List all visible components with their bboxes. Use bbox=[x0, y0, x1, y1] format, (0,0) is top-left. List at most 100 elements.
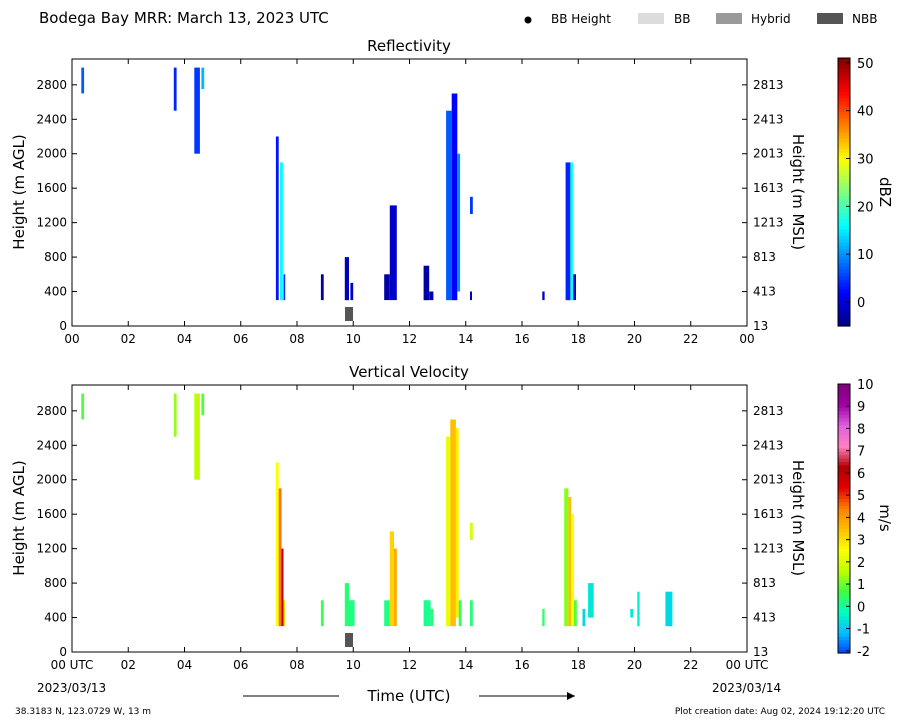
colorbar-segment bbox=[838, 181, 850, 186]
y-tick-label-right: 2413 bbox=[753, 112, 784, 126]
colorbar-segment bbox=[838, 292, 850, 297]
colorbar-segment bbox=[838, 461, 850, 466]
colorbar-segment bbox=[838, 599, 850, 604]
colorbar-segment bbox=[838, 545, 850, 550]
vertical-velocity-colorbar-label: m/s bbox=[876, 504, 894, 532]
colorbar-segment bbox=[838, 494, 850, 499]
colorbar-tick-label: 9 bbox=[857, 400, 865, 415]
colorbar-segment bbox=[838, 131, 850, 136]
colorbar-segment bbox=[838, 309, 850, 314]
plot-frame bbox=[71, 384, 748, 653]
colorbar-segment bbox=[838, 528, 850, 533]
colorbar-segment bbox=[838, 478, 850, 483]
colorbar-tick-label: 3 bbox=[857, 534, 865, 549]
colorbar-segment bbox=[838, 225, 850, 230]
x-tick-label: 20 bbox=[627, 332, 642, 346]
colorbar-segment bbox=[838, 424, 850, 429]
colorbar-segment bbox=[838, 272, 850, 277]
data-band bbox=[429, 291, 434, 301]
colorbar-segment bbox=[838, 299, 850, 304]
nbb-marker bbox=[345, 633, 353, 647]
colorbar-segment bbox=[838, 592, 850, 597]
colorbar-segment bbox=[838, 414, 850, 419]
colorbar-segment bbox=[838, 205, 850, 210]
data-band bbox=[542, 291, 545, 301]
reflectivity-ylabel: Height (m AGL) bbox=[10, 134, 28, 249]
colorbar-segment bbox=[838, 84, 850, 89]
vertical-velocity-panel: Vertical Velocity 00 UTC 02 04 06 08 10 12 14 16… bbox=[10, 363, 894, 672]
data-band bbox=[283, 274, 286, 301]
y-tick-label-right: 413 bbox=[753, 611, 776, 625]
colorbar-frame bbox=[837, 383, 851, 654]
data-band bbox=[430, 608, 434, 627]
x-tick-label: 06 bbox=[233, 332, 248, 346]
colorbar-segment bbox=[838, 198, 850, 203]
y-tick-label-right: 13 bbox=[753, 319, 768, 333]
data-band bbox=[394, 548, 397, 627]
colorbar-segment bbox=[838, 192, 850, 196]
xaxis-label: Time (UTC) bbox=[367, 687, 451, 705]
data-band bbox=[344, 583, 349, 627]
colorbar-segment bbox=[838, 269, 850, 273]
x-tick-label: 04 bbox=[177, 658, 192, 672]
colorbar-segment bbox=[838, 175, 850, 180]
data-band bbox=[470, 291, 472, 301]
data-band bbox=[389, 531, 394, 627]
colorbar-segment bbox=[838, 212, 850, 217]
colorbar-segment bbox=[838, 148, 850, 153]
colorbar-tick-label: 7 bbox=[857, 445, 865, 460]
bb-legend: BB Height BB Hybrid NBB bbox=[524, 12, 877, 26]
legend-label-1: BB bbox=[674, 12, 690, 26]
data-band bbox=[384, 600, 390, 627]
x-tick-label: 12 bbox=[402, 658, 417, 672]
colorbar-segment bbox=[838, 505, 850, 510]
x-tick-label: 22 bbox=[683, 332, 698, 346]
data-band bbox=[446, 436, 451, 627]
colorbar-segment bbox=[838, 609, 850, 614]
colorbar-segment bbox=[838, 125, 850, 129]
vertical-velocity-title: Vertical Velocity bbox=[349, 363, 469, 381]
colorbar-segment bbox=[838, 235, 850, 240]
colorbar-tick-label: 0 bbox=[857, 600, 865, 615]
data-band bbox=[571, 514, 574, 627]
colorbar-segment bbox=[838, 441, 850, 446]
data-band bbox=[201, 393, 205, 416]
colorbar-tick-label: 0 bbox=[857, 296, 865, 311]
data-band bbox=[320, 274, 324, 301]
colorbar-segment bbox=[838, 585, 850, 590]
x-tick-label: 10 bbox=[346, 332, 361, 346]
colorbar-segment bbox=[838, 58, 850, 62]
colorbar-segment bbox=[838, 135, 850, 139]
colorbar-segment bbox=[838, 427, 850, 432]
colorbar-segment bbox=[838, 636, 850, 641]
colorbar-segment bbox=[838, 78, 850, 83]
reflectivity-colorbar: 0 10 20 30 40 50 bbox=[837, 57, 874, 327]
colorbar-segment bbox=[838, 64, 850, 69]
colorbar-segment bbox=[838, 114, 850, 119]
colorbar-segment bbox=[838, 88, 850, 93]
colorbar-tick-label: 2 bbox=[857, 556, 865, 571]
data-band bbox=[455, 428, 459, 618]
colorbar-segment bbox=[838, 118, 850, 123]
colorbar-tick-label: 30 bbox=[857, 153, 874, 168]
colorbar-segment bbox=[838, 101, 850, 106]
colorbar-segment bbox=[838, 515, 850, 520]
data-band bbox=[275, 462, 279, 627]
colorbar-segment bbox=[838, 552, 850, 557]
colorbar-segment bbox=[838, 208, 850, 213]
colorbar-segment bbox=[838, 390, 850, 395]
colorbar-segment bbox=[838, 410, 850, 415]
y-tick-label: 800 bbox=[44, 576, 67, 590]
colorbar-segment bbox=[838, 111, 850, 116]
colorbar-segment bbox=[838, 315, 850, 320]
y-tick-label: 2000 bbox=[36, 473, 67, 487]
colorbar-segment bbox=[838, 488, 850, 493]
data-band bbox=[665, 591, 673, 627]
data-band bbox=[384, 274, 390, 301]
colorbar-frame bbox=[837, 57, 851, 327]
colorbar-segment bbox=[838, 521, 850, 526]
colorbar-segment bbox=[838, 589, 850, 594]
y-tick-label-right: 2013 bbox=[753, 473, 784, 487]
